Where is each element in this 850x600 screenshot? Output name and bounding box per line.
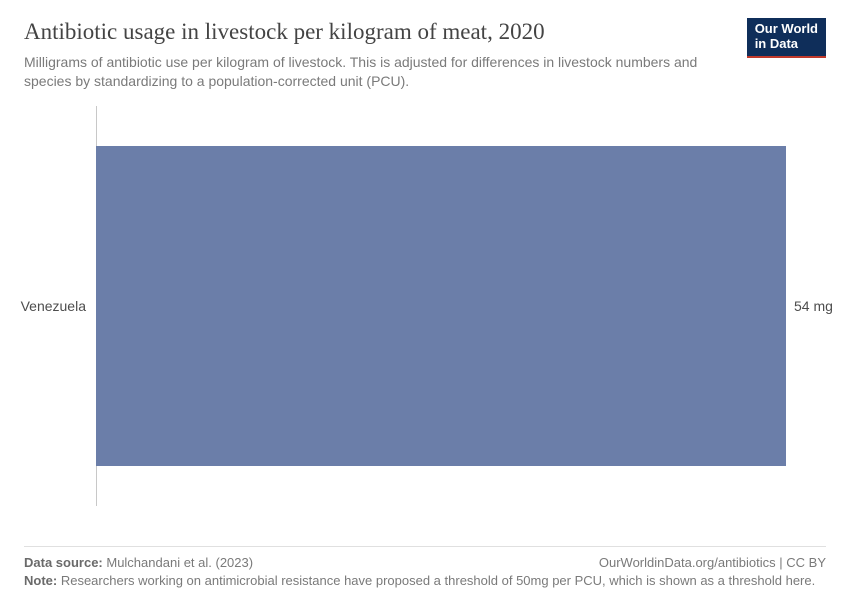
data-source: Data source: Mulchandani et al. (2023) bbox=[24, 555, 253, 570]
title-block: Antibiotic usage in livestock per kilogr… bbox=[24, 18, 747, 92]
bar-value-label: 54 mg bbox=[786, 298, 833, 314]
chart-plot-area: Venezuela54 mg bbox=[24, 106, 826, 538]
chart-footer: Data source: Mulchandani et al. (2023) O… bbox=[24, 546, 826, 588]
note-label: Note: bbox=[24, 573, 57, 588]
chart-title: Antibiotic usage in livestock per kilogr… bbox=[24, 18, 727, 47]
logo-line-1: Our World bbox=[755, 21, 818, 36]
footer-note: Note: Researchers working on antimicrobi… bbox=[24, 573, 826, 588]
chart-container: Antibiotic usage in livestock per kilogr… bbox=[0, 0, 850, 600]
data-source-label: Data source: bbox=[24, 555, 103, 570]
chart-subtitle: Milligrams of antibiotic use per kilogra… bbox=[24, 53, 727, 92]
data-source-text: Mulchandani et al. (2023) bbox=[103, 555, 253, 570]
note-text: Researchers working on antimicrobial res… bbox=[57, 573, 815, 588]
header: Antibiotic usage in livestock per kilogr… bbox=[24, 18, 826, 92]
footer-row-source: Data source: Mulchandani et al. (2023) O… bbox=[24, 555, 826, 570]
attribution: OurWorldinData.org/antibiotics | CC BY bbox=[599, 555, 826, 570]
bar-category-label: Venezuela bbox=[21, 298, 96, 314]
logo-line-2: in Data bbox=[755, 36, 798, 51]
bar bbox=[96, 146, 786, 466]
bar-row: Venezuela54 mg bbox=[96, 146, 786, 466]
owid-logo: Our World in Data bbox=[747, 18, 826, 58]
